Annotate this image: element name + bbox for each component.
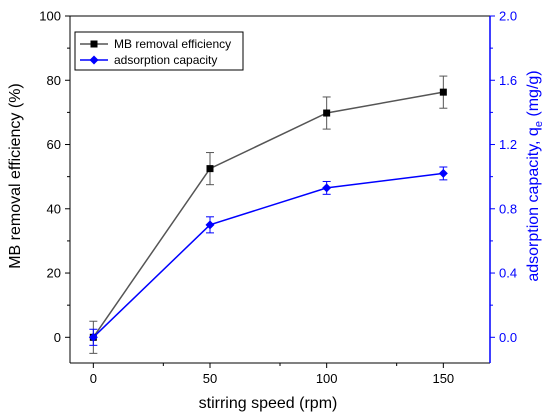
left-tick-label: 40 <box>47 201 61 216</box>
right-tick-label: 2.0 <box>499 9 517 24</box>
legend-marker-mb <box>90 40 98 48</box>
left-tick-label: 20 <box>47 266 61 281</box>
series-1-line <box>92 91 444 338</box>
x-tick-label: 50 <box>203 371 217 386</box>
series-2-point <box>438 168 448 178</box>
legend-label-adsorption: adsorption capacity <box>114 53 217 67</box>
x-tick-label: 100 <box>316 371 338 386</box>
legend-marker-adsorption <box>89 55 99 65</box>
x-tick-label: 150 <box>432 371 454 386</box>
series-1-point <box>439 88 447 96</box>
right-axis-title-subscript: e <box>533 121 545 127</box>
right-axis-title: adsorption capacity, qe (mg/g) <box>525 70 545 281</box>
legend-label-mb: MB removal efficiency <box>114 37 231 51</box>
x-tick-label: 0 <box>90 371 97 386</box>
left-axis-title: MB removal efficiency (%) <box>7 83 24 269</box>
series-marks <box>88 75 448 354</box>
right-tick-label: 1.6 <box>499 73 517 88</box>
axis-ticks: 0 50 100 150 0 20 40 60 80 100 0.0 0.4 0.8 1.2 1.6 2.0 <box>39 9 517 387</box>
right-tick-label: 0.0 <box>499 330 517 345</box>
legend: MB removal efficiency adsorption capacit… <box>74 31 244 71</box>
left-tick-label: 60 <box>47 137 61 152</box>
series-2-point <box>322 183 332 193</box>
series-2-point <box>205 220 215 230</box>
series-1-point <box>323 109 331 117</box>
left-tick-label: 100 <box>39 9 61 24</box>
x-axis-title: stirring speed (rpm) <box>199 395 338 412</box>
right-axis-title-main: adsorption capacity, q <box>525 127 542 281</box>
right-axis-title-units: (mg/g) <box>525 70 542 121</box>
series-1-point <box>206 165 214 173</box>
left-tick-label: 0 <box>54 330 61 345</box>
series-2-line <box>92 172 444 338</box>
left-tick-label: 80 <box>47 73 61 88</box>
legend-box <box>74 31 244 71</box>
right-tick-label: 1.2 <box>499 137 517 152</box>
right-tick-label: 0.8 <box>499 201 517 216</box>
series-2-point <box>88 332 98 342</box>
right-tick-label: 0.4 <box>499 266 517 281</box>
